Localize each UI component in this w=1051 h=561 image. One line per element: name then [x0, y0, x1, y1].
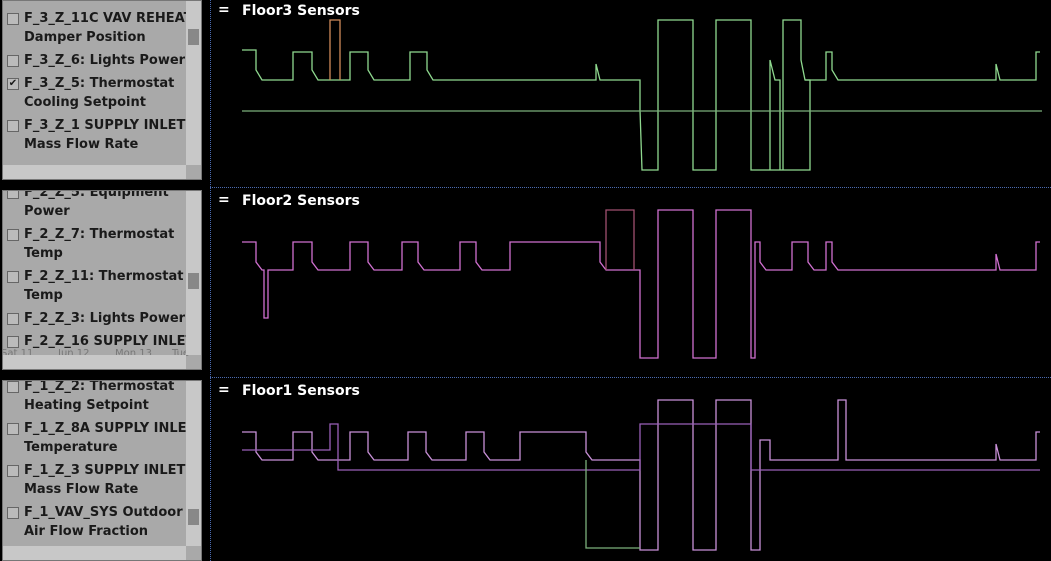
checkbox[interactable] — [7, 381, 19, 393]
checkbox[interactable] — [7, 313, 19, 325]
menu-icon[interactable]: = — [218, 192, 230, 208]
checkbox[interactable] — [7, 55, 19, 67]
scroll-thumb[interactable] — [188, 509, 199, 525]
menu-icon[interactable]: = — [218, 2, 230, 18]
panel-title: Floor1 Sensors — [242, 383, 360, 399]
sensor-label: F_1_Z_8A SUPPLY INLET — [24, 421, 196, 436]
trace — [329, 19, 341, 80]
checkbox[interactable] — [7, 423, 19, 435]
sensor-item[interactable]: ✔ F_3_Z_5: Thermostat Cooling Setpoint — [7, 74, 183, 112]
sensor-label: Damper Position — [24, 30, 146, 45]
ghost-label: Mon 13 — [115, 348, 152, 359]
scrollbar[interactable] — [186, 1, 201, 165]
checkbox[interactable] — [7, 13, 19, 25]
checkbox[interactable] — [7, 229, 19, 241]
sensor-item[interactable]: F_3_Z_1 SUPPLY INLET Mass Flow Rate — [7, 116, 186, 154]
sensor-label: F_2_Z_5: Equipment — [24, 190, 169, 200]
sensor-item[interactable]: F_2_Z_3: Lights Power — [7, 309, 186, 328]
sensor-label: F_3_Z_5: Thermostat — [24, 76, 175, 91]
trace — [242, 19, 811, 171]
sensor-item[interactable]: F_2_Z_5: Equipment Power — [7, 190, 183, 221]
sensor-label: F_2_Z_3: Lights Power — [24, 311, 186, 326]
sensor-label: F_2_Z_7: Thermostat — [24, 227, 175, 242]
sensor-label: Heating Setpoint — [24, 398, 149, 413]
sensor-item[interactable]: F_1_VAV_SYS Outdoor Air Flow Fraction — [7, 503, 183, 541]
checkbox[interactable]: ✔ — [7, 78, 19, 90]
sensor-label: Mass Flow Rate — [24, 137, 139, 152]
checkbox[interactable] — [7, 465, 19, 477]
sensor-label: F_1_Z_3 SUPPLY INLET — [24, 463, 186, 478]
sensor-label: F_2_Z_11: Thermostat — [24, 269, 184, 284]
sensor-item[interactable]: F_3_Z_6: Lights Power — [7, 51, 186, 70]
scrollbar[interactable] — [186, 381, 201, 546]
sensor-label: Temp — [24, 246, 63, 261]
panel-title: Floor2 Sensors — [242, 193, 360, 209]
sensor-item[interactable]: F_1_Z_2: Thermostat Heating Setpoint — [7, 380, 183, 415]
checkbox[interactable] — [7, 336, 19, 348]
separator — [210, 187, 1051, 188]
trace — [242, 423, 1040, 471]
sensor-label: Temperature — [24, 440, 118, 455]
sensor-item[interactable]: F_2_Z_11: Thermostat Temp — [7, 267, 183, 305]
panel-title: Floor3 Sensors — [242, 3, 360, 19]
h-scrollbar[interactable] — [3, 165, 186, 179]
scroll-thumb[interactable] — [188, 29, 199, 45]
h-scrollbar[interactable] — [3, 355, 186, 369]
scrollbar[interactable] — [186, 191, 201, 355]
ghost-label: Sat 11 — [2, 348, 34, 359]
sensor-label: F_1_VAV_SYS Outdoor — [24, 505, 183, 520]
trace — [585, 460, 640, 549]
sensor-label: Temp — [24, 288, 63, 303]
sensor-list: F_3_Z_11C VAV REHEAT Damper Position F_3_Z… — [2, 0, 202, 180]
sensor-label: F_3_Z_1 SUPPLY INLET — [24, 118, 186, 133]
sensor-label: Cooling Setpoint — [24, 95, 146, 110]
ghost-label: Jun 12 — [58, 348, 90, 359]
sensor-item[interactable]: F_2_Z_16 SUPPLY INLET — [7, 332, 195, 351]
trace — [805, 51, 1040, 81]
sensor-label: F_3_Z_11C VAV REHEAT — [24, 11, 193, 26]
sensor-label: F_2_Z_16 SUPPLY INLET — [24, 334, 195, 349]
menu-icon[interactable]: = — [218, 382, 230, 398]
divider — [210, 0, 211, 561]
sensor-item[interactable]: F_2_Z_7: Thermostat Temp — [7, 225, 183, 263]
checkbox[interactable] — [7, 507, 19, 519]
h-scrollbar[interactable] — [3, 546, 186, 560]
sensor-item[interactable]: F_3_Z_11C VAV REHEAT Damper Position — [7, 9, 193, 47]
checkbox[interactable] — [7, 271, 19, 283]
trace — [605, 209, 635, 270]
checkbox[interactable] — [7, 120, 19, 132]
trace — [242, 399, 1040, 551]
sensor-item[interactable]: F_1_Z_3 SUPPLY INLET Mass Flow Rate — [7, 461, 186, 499]
sensor-item[interactable]: F_1_Z_8A SUPPLY INLET Temperature — [7, 419, 196, 457]
separator — [210, 377, 1051, 378]
trace — [242, 209, 1040, 359]
sensor-label: Mass Flow Rate — [24, 482, 139, 497]
scroll-thumb[interactable] — [188, 273, 199, 289]
checkbox[interactable] — [7, 191, 19, 199]
sensor-label: F_1_Z_2: Thermostat — [24, 380, 175, 394]
sensor-label: Air Flow Fraction — [24, 524, 149, 539]
sensor-list: F_1_Z_2: Thermostat Heating Setpoint F_1_Z… — [2, 380, 202, 561]
sensor-label: Power — [24, 204, 70, 219]
sensor-label: F_3_Z_6: Lights Power — [24, 53, 186, 68]
